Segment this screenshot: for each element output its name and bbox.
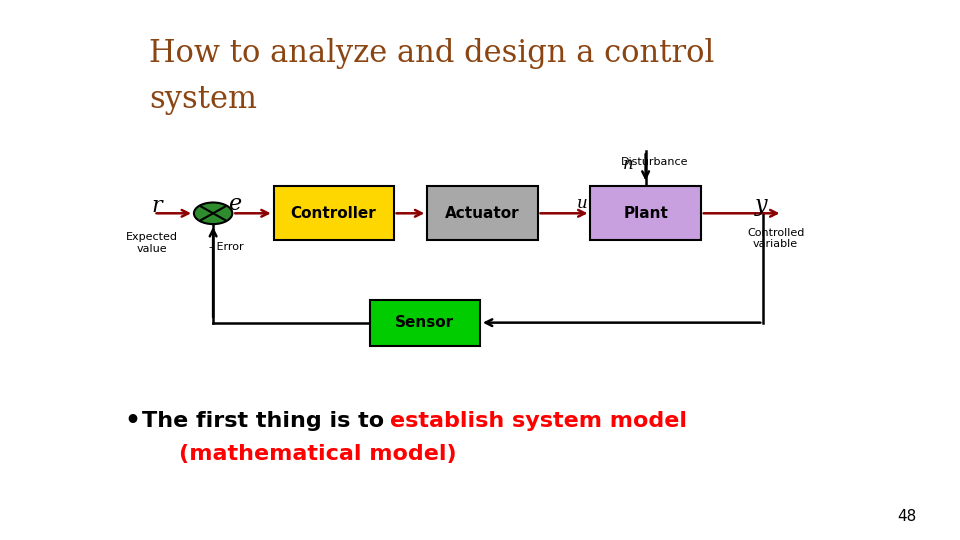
Text: Plant: Plant xyxy=(623,206,668,221)
FancyBboxPatch shape xyxy=(370,300,480,346)
Text: Expected
value: Expected value xyxy=(126,232,178,254)
FancyBboxPatch shape xyxy=(427,186,538,240)
Text: n: n xyxy=(622,156,634,173)
Text: •: • xyxy=(125,409,141,433)
Text: Controlled
variable: Controlled variable xyxy=(747,228,804,249)
Text: r: r xyxy=(151,195,162,217)
Text: system: system xyxy=(149,84,257,114)
Text: Disturbance: Disturbance xyxy=(621,157,688,167)
Text: e: e xyxy=(228,193,241,214)
Text: - Error: - Error xyxy=(209,242,244,252)
FancyBboxPatch shape xyxy=(274,186,394,240)
Text: u: u xyxy=(577,195,588,212)
Circle shape xyxy=(194,202,232,224)
Text: y: y xyxy=(755,194,768,216)
FancyBboxPatch shape xyxy=(590,186,701,240)
Text: How to analyze and design a control: How to analyze and design a control xyxy=(149,38,714,69)
Text: The first thing is to: The first thing is to xyxy=(142,411,392,431)
Text: (mathematical model): (mathematical model) xyxy=(179,443,456,464)
Text: 48: 48 xyxy=(898,509,917,524)
Text: establish system model: establish system model xyxy=(390,411,686,431)
Text: Sensor: Sensor xyxy=(396,315,454,330)
Text: Actuator: Actuator xyxy=(445,206,519,221)
Text: Controller: Controller xyxy=(291,206,376,221)
